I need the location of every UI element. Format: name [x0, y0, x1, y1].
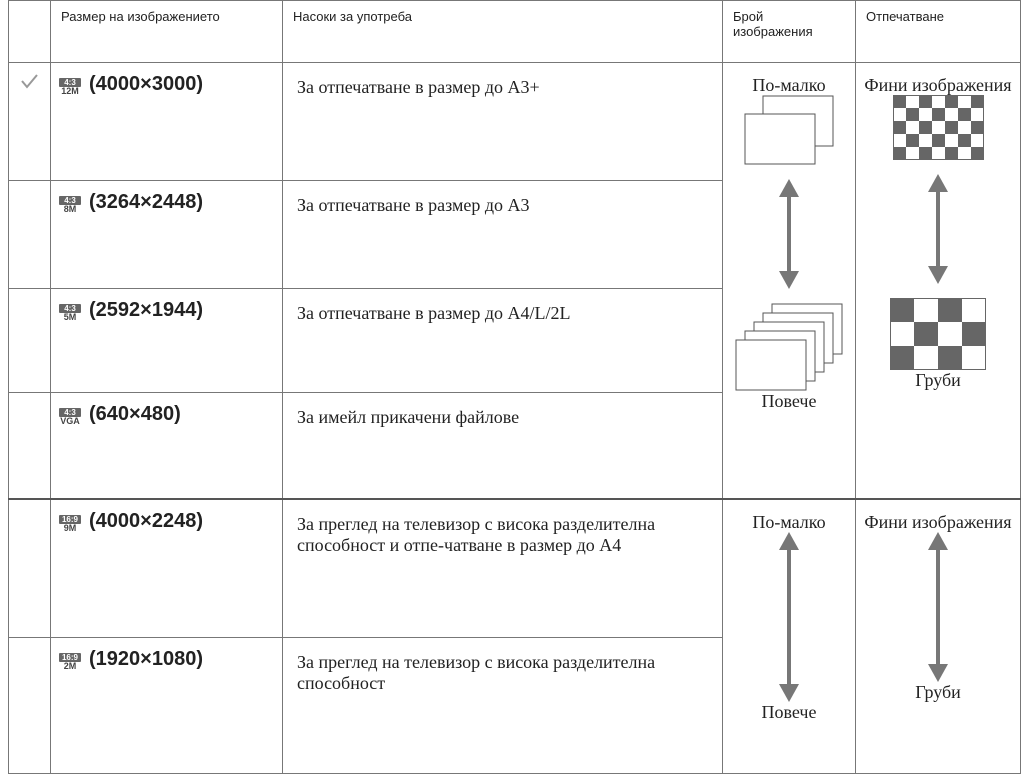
select-cell: [8, 62, 51, 181]
table-row: 4:3 5M (2592×1944) За отпечатване в размер …: [8, 288, 1021, 393]
default-checkmark: [21, 74, 38, 89]
count-top-label: По-малко: [752, 511, 826, 532]
table-row: 16:9 9M (4000×2248) За преглед на телевизор…: [8, 497, 1021, 774]
table-row: 16:9 2M (1920×1080) За преглед на телевизор…: [8, 637, 1021, 774]
count-bottom-label: Повече: [761, 391, 817, 411]
tip-cell: За отпечатване в размер до A3: [282, 180, 723, 289]
count-graphic: [777, 531, 801, 702]
size-cell: 16:9 9M (4000×2248): [50, 497, 283, 638]
size-label: 8M: [63, 204, 77, 214]
print-top-label: Фини изображения: [864, 75, 1012, 95]
select-cell: [8, 497, 51, 638]
table-row: 4:3 8M (3264×2448) За отпечатване в размер …: [8, 180, 1021, 289]
select-cell: [8, 180, 51, 289]
size-label: 5M: [63, 312, 77, 322]
size-icon: 4:3 8M: [59, 196, 81, 214]
tip-cell: За преглед на телевизор с висока раздели…: [282, 637, 723, 774]
select-cell: [8, 392, 51, 499]
resolution: (640×480): [89, 403, 181, 425]
count-group: По-малко Повече: [723, 500, 855, 730]
print-group: Фини изображения Груби: [856, 500, 1020, 710]
size-icon: 16:9 2M: [59, 653, 81, 671]
arrow: [779, 531, 799, 702]
aspect-label: 4:3: [59, 408, 81, 417]
tip-cell: За отпечатване в размер до A4/L/2L: [282, 288, 723, 393]
size-label: 9M: [63, 522, 77, 533]
header-cell: Размер на изображението: [50, 0, 283, 63]
checkerboard: [892, 95, 984, 160]
resolution: (1920×1080): [89, 648, 203, 670]
aspect-label: 16:9: [59, 514, 81, 524]
print-group: Фини изображения Груби: [856, 63, 1020, 398]
stack-icon: [744, 95, 834, 165]
count-graphic: [735, 95, 843, 391]
size-cell: 4:3 5M (2592×1944): [50, 288, 283, 393]
resolution: (2592×1944): [89, 299, 203, 321]
header-cell: [8, 0, 51, 63]
checkerboard: [890, 298, 986, 370]
count-cell: По-малко Повече: [722, 62, 856, 499]
image-size-table: Размер на изображението Насоки за употре…: [8, 0, 1021, 774]
size-icon: 4:3 5M: [59, 304, 81, 322]
select-cell: [8, 637, 51, 774]
header-cell: Отпечатване: [855, 0, 1021, 63]
aspect-label: 16:9: [59, 653, 81, 662]
print-bottom-label: Груби: [915, 370, 961, 390]
size-icon: 4:3 VGA: [59, 408, 81, 426]
size-icon: 4:3 12M: [59, 78, 81, 96]
print-cell: Фини изображения Груби: [855, 497, 1021, 774]
size-label: 2M: [63, 661, 77, 671]
arrow: [779, 179, 799, 289]
size-cell: 4:3 12M (4000×3000): [50, 62, 283, 181]
print-graphic: [890, 95, 986, 370]
tip-cell: За имейл прикачени файлове: [282, 392, 723, 499]
size-label: VGA: [60, 416, 80, 426]
select-cell: [8, 288, 51, 393]
arrow: [928, 174, 948, 284]
print-cell: Фини изображения Груби: [855, 62, 1021, 499]
print-bottom-label: Груби: [915, 681, 961, 702]
count-top-label: По-малко: [752, 75, 826, 95]
header-row: Размер на изображението Насоки за употре…: [8, 0, 1021, 63]
size-icon: 16:9 9M: [59, 514, 81, 533]
size-cell: 16:9 2M (1920×1080): [50, 637, 283, 774]
resolution: (4000×3000): [89, 73, 203, 95]
table-body: Размер на изображението Насоки за употре…: [8, 0, 1021, 774]
size-label: 12M: [61, 86, 79, 96]
size-cell: 4:3 8M (3264×2448): [50, 180, 283, 289]
count-group: По-малко Повече: [723, 63, 855, 419]
print-graphic: [926, 531, 950, 682]
aspect-label: 4:3: [59, 196, 81, 205]
count-bottom-label: Повече: [761, 701, 817, 722]
tip-cell: За отпечатване в размер до A3+: [282, 62, 723, 181]
table-row: 4:3 VGA (640×480) За имейл прикачени файлов…: [8, 392, 1021, 499]
table-row: 4:3 12M (4000×3000) За отпечатване в размер…: [8, 62, 1021, 499]
resolution: (3264×2448): [89, 191, 203, 213]
size-cell: 4:3 VGA (640×480): [50, 392, 283, 499]
aspect-label: 4:3: [59, 304, 81, 313]
resolution: (4000×2248): [89, 509, 203, 532]
arrow: [928, 531, 948, 682]
print-top-label: Фини изображения: [864, 511, 1012, 532]
tip-cell: За преглед на телевизор с висока раздели…: [282, 497, 723, 638]
aspect-label: 4:3: [59, 78, 81, 87]
count-cell: По-малко Повече: [722, 497, 856, 774]
header-cell: Насоки за употреба: [282, 0, 723, 63]
stack-icon: [735, 303, 843, 391]
header-cell: Брой изображения: [722, 0, 856, 63]
